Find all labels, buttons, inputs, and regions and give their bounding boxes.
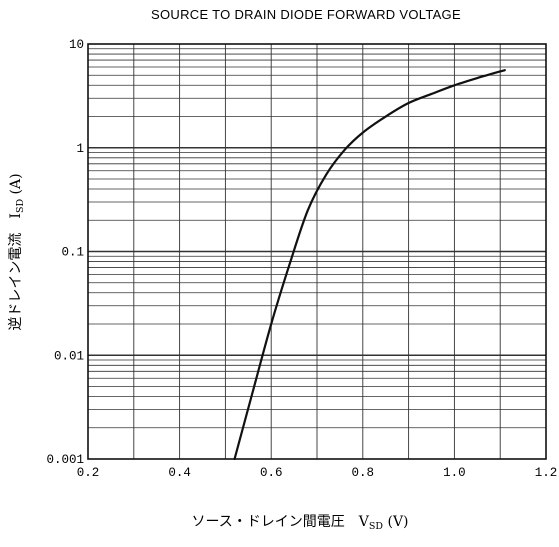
plot-frame [87,43,547,460]
x-tick-label: 0.6 [260,466,283,480]
x-tick-labels: 0.2 0.4 0.6 0.8 1.0 1.2 [77,466,558,480]
y-tick-label: 0.01 [54,349,84,363]
y-tick-label: 0.1 [61,246,84,260]
y-tick-label: 10 [69,38,84,52]
y-tick-label: 0.001 [46,453,84,467]
x-tick-label: 0.8 [352,466,375,480]
x-tick-label: 0.4 [168,466,191,480]
chart-title: SOURCE TO DRAIN DIODE FORWARD VOLTAGE [151,7,461,22]
grid [88,44,546,459]
x-axis-label: ソース・ドレイン間電圧 VSD (V) [191,514,408,532]
series-line [233,69,506,461]
y-tick-label: 1 [76,142,84,156]
y-tick-labels: 0.001 0.01 0.1 1 10 [46,38,84,467]
x-tick-label: 1.0 [443,466,466,480]
y-axis-label: 逆ドレイン電流 ISD (A) [8,173,26,330]
x-tick-label: 0.2 [77,466,100,480]
x-tick-label: 1.2 [535,466,558,480]
